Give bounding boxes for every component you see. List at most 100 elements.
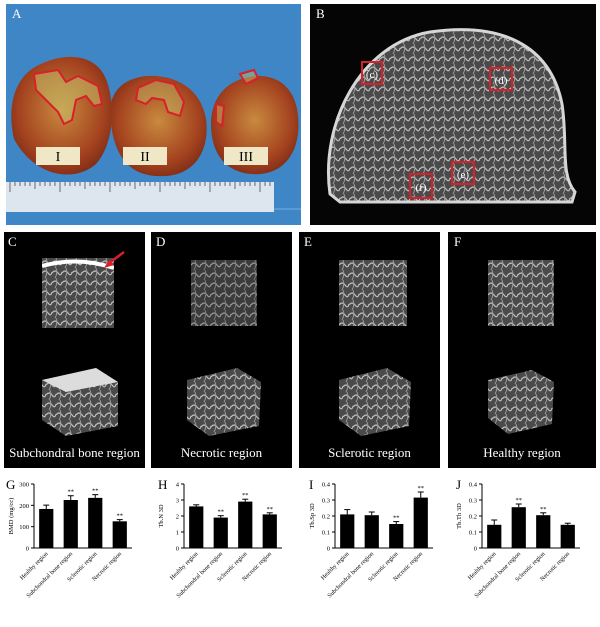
specimen-label-2: II [140,150,150,165]
y-tick-label: 0.2 [322,514,330,521]
y-tick-label: 200 [19,503,29,510]
y-tick-label: 300 [19,482,29,489]
significance-mark: ** [242,492,249,499]
y-tick-label: 0.3 [322,498,330,505]
significance-mark: ** [540,506,547,513]
bar [413,497,428,548]
roi-box-c [361,61,383,85]
significance-mark: ** [117,513,124,520]
roi-label-c: (c) [366,69,379,81]
significance-mark: ** [68,489,75,496]
y-tick-label: 100 [19,524,29,531]
panel-c-subchondral: Subchondral bone region [4,232,145,468]
ct-slice-d [191,260,257,326]
bar [389,524,404,548]
bar [560,524,575,548]
y-axis-label: Tb.N 3D [158,504,165,527]
y-tick-label: 0.4 [322,482,331,489]
ruler-ticks [9,182,271,192]
3d-cube-f [488,370,554,434]
bar [340,514,355,548]
y-axis-label: Tb.Th 3D [456,503,463,529]
panel-letter-e: E [304,234,312,249]
category-label: Subchondral bone region [175,550,224,599]
panel-letter-d: D [156,234,166,249]
roi-label-e: (e) [457,169,470,181]
caption-f: Healthy region [483,445,561,460]
panel-letter-i: I [309,477,314,492]
y-tick-label: 2 [176,514,179,521]
panel-letter-h: H [158,477,168,492]
ruler [6,182,274,212]
y-axis-label: BMD (mg/cc) [8,498,15,535]
category-label: Subchondral bone region [25,550,74,599]
panel-f-healthy: Healthy region [448,232,596,468]
roi-label-d: (d) [495,75,508,87]
bar [189,506,204,548]
roi-box-d [489,67,513,91]
y-tick-label: 0.1 [322,530,330,537]
bar [536,515,551,548]
ct-slice-e [339,260,407,326]
roi-outline-1 [32,68,104,126]
significance-mark: ** [418,485,425,492]
significance-mark: ** [92,488,99,495]
3d-cube-e [339,368,411,436]
y-tick-label: 0.2 [469,514,477,521]
caption-e: Sclerotic region [328,445,411,460]
panel-letter-j: J [456,477,462,492]
significance-mark: ** [267,506,274,513]
specimen-label-3: III [239,150,253,165]
femoral-head-outline [327,28,577,204]
ct-slice-f [488,260,554,326]
ct-slice: (c) (d) (e) (f) [327,28,577,204]
y-tick-label: 4 [176,482,180,489]
significance-mark: ** [393,515,400,522]
y-tick-label: 0 [176,546,179,553]
bar [112,521,127,548]
y-tick-label: 1 [176,530,179,537]
panel-letter-f: F [454,234,462,249]
panel-a-photo: I II III [6,4,301,225]
category-label: Subchondral bone region [473,550,522,599]
y-tick-label: 0.1 [469,530,477,537]
y-tick-label: 0.4 [469,482,478,489]
roi-outline-2 [134,78,186,118]
ct-slice-c [42,258,114,328]
y-tick-label: 0.3 [469,498,477,505]
3d-cube-d [187,368,261,436]
red-arrow-icon [104,251,125,268]
panel-b-ct: (c) (d) (e) (f) [310,4,596,225]
label-box-1 [36,147,80,165]
roi-label-f: (f) [416,182,427,194]
y-axis-label: Tb.Sp 3D [309,503,316,529]
roi-outline-4 [215,102,226,128]
panel-letter-a: A [12,6,22,21]
caption-c: Subchondral bone region [9,445,140,460]
bar [39,508,54,548]
roi-outline-3 [238,68,260,86]
y-tick-label: 0 [474,546,477,553]
bar [213,517,228,548]
roi-box-e [451,161,475,185]
bar [88,497,103,548]
panel-e-sclerotic: Sclerotic region [299,232,440,468]
significance-mark: ** [516,497,523,504]
roi-box-f [409,173,433,199]
y-tick-label: 0 [26,546,29,553]
bar [238,501,253,548]
label-box-3 [224,147,268,165]
bar [364,515,379,548]
specimen-label-1: I [56,150,61,165]
caption-d: Necrotic region [180,445,263,460]
label-box-2 [123,147,167,165]
panel-d-necrotic: Necrotic region [151,232,292,468]
panel-letter-c: C [8,234,17,249]
y-tick-label: 0 [327,546,330,553]
panel-letter-g: G [6,477,16,492]
bar [511,507,526,548]
